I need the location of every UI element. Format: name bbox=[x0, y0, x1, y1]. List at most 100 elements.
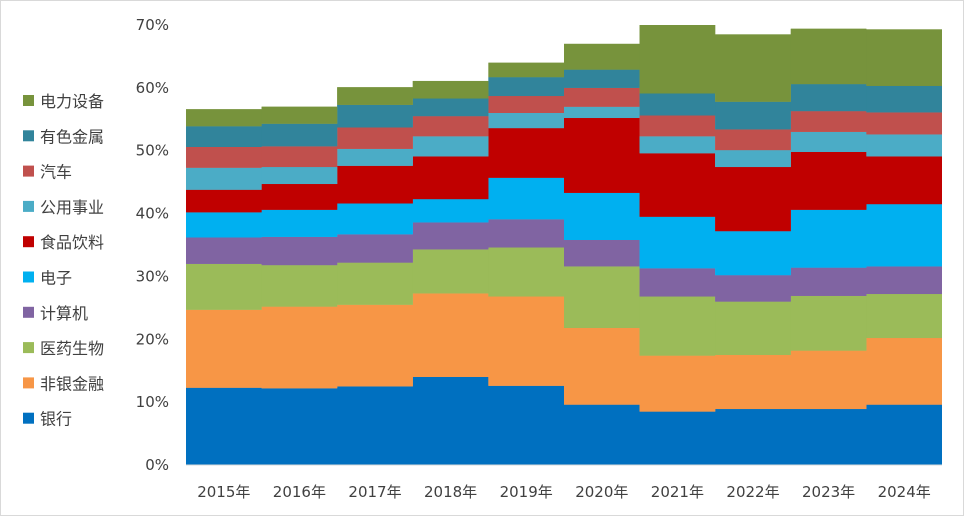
data-segment bbox=[186, 309, 262, 388]
data-segment bbox=[715, 167, 791, 232]
data-segment bbox=[412, 116, 489, 137]
x-tick-label: 2021年 bbox=[651, 483, 704, 501]
y-tick-label: 0% bbox=[145, 456, 169, 474]
data-segment bbox=[715, 275, 791, 302]
data-segment bbox=[412, 377, 489, 465]
data-segment bbox=[639, 115, 716, 137]
data-segment bbox=[337, 386, 413, 465]
data-segment bbox=[639, 268, 716, 297]
x-tick-label: 2016年 bbox=[273, 483, 326, 501]
data-segment bbox=[564, 106, 640, 119]
data-segment bbox=[488, 247, 564, 297]
data-segment bbox=[186, 126, 262, 147]
legend-item: 电子 bbox=[23, 269, 72, 288]
data-segment bbox=[564, 69, 640, 88]
y-tick-label: 40% bbox=[136, 205, 169, 223]
data-segment bbox=[186, 146, 262, 168]
data-segment bbox=[564, 266, 640, 328]
x-tick-label: 2019年 bbox=[500, 483, 553, 501]
data-segment bbox=[866, 29, 942, 86]
data-segment bbox=[488, 96, 564, 113]
data-segment bbox=[790, 111, 867, 132]
data-segment bbox=[337, 234, 413, 263]
data-segment bbox=[186, 387, 262, 465]
data-segment bbox=[866, 156, 942, 205]
data-segment bbox=[639, 355, 716, 412]
data-segment bbox=[639, 296, 716, 356]
legend-label: 计算机 bbox=[40, 304, 88, 323]
data-segment bbox=[412, 98, 489, 117]
legend-label: 医药生物 bbox=[40, 339, 104, 358]
data-segment bbox=[715, 101, 791, 130]
data-segment bbox=[790, 209, 867, 268]
data-segment bbox=[337, 203, 413, 235]
legend-swatch bbox=[23, 412, 34, 424]
data-segment bbox=[488, 128, 564, 178]
data-segment bbox=[866, 338, 942, 405]
legend-label: 电子 bbox=[40, 269, 72, 288]
data-segment bbox=[186, 212, 262, 238]
data-segment bbox=[639, 216, 716, 269]
data-segment bbox=[488, 385, 564, 465]
data-segment bbox=[715, 355, 791, 410]
x-tick-label: 2020年 bbox=[575, 483, 628, 501]
data-segment bbox=[639, 93, 716, 116]
data-segment bbox=[337, 262, 413, 305]
data-segment bbox=[639, 136, 716, 154]
data-segment bbox=[564, 118, 640, 193]
legend-item: 非银金融 bbox=[23, 374, 104, 393]
legend-item: 电力设备 bbox=[23, 92, 104, 111]
data-segment bbox=[412, 80, 489, 99]
legend-label: 银行 bbox=[40, 410, 72, 429]
data-segment bbox=[866, 134, 942, 157]
legend-item: 计算机 bbox=[23, 304, 88, 323]
data-segment bbox=[186, 109, 262, 127]
data-segment bbox=[639, 25, 716, 94]
legend-swatch bbox=[23, 342, 34, 354]
data-segment bbox=[261, 388, 338, 465]
series-2 bbox=[186, 293, 942, 412]
y-tick-label: 60% bbox=[136, 79, 169, 97]
data-segment bbox=[412, 293, 489, 377]
data-segment bbox=[412, 222, 489, 250]
series-8 bbox=[186, 87, 942, 168]
data-segment bbox=[337, 104, 413, 128]
data-segment bbox=[261, 123, 338, 147]
data-segment bbox=[790, 131, 867, 152]
series-10 bbox=[186, 25, 942, 127]
data-segment bbox=[790, 350, 867, 410]
series-5 bbox=[186, 177, 942, 276]
data-segment bbox=[261, 236, 338, 266]
data-segment bbox=[715, 301, 791, 355]
data-segment bbox=[866, 85, 942, 113]
legend-item: 有色金属 bbox=[23, 127, 104, 146]
legend-label: 电力设备 bbox=[40, 92, 104, 111]
plot-area bbox=[186, 25, 942, 465]
data-segment bbox=[790, 295, 867, 351]
series-9 bbox=[186, 69, 942, 147]
data-segment bbox=[715, 409, 791, 465]
x-tick-label: 2024年 bbox=[878, 483, 931, 501]
data-segment bbox=[639, 411, 716, 465]
legend-swatch bbox=[23, 165, 34, 177]
data-segment bbox=[488, 113, 564, 129]
data-segment bbox=[715, 129, 791, 151]
data-segment bbox=[488, 296, 564, 386]
y-tick-label: 50% bbox=[136, 142, 169, 160]
data-segment bbox=[186, 237, 262, 264]
legend-label: 食品饮料 bbox=[40, 233, 104, 252]
data-segment bbox=[790, 28, 867, 85]
data-segment bbox=[866, 266, 942, 295]
data-segment bbox=[337, 304, 413, 387]
data-segment bbox=[261, 306, 338, 389]
data-segment bbox=[186, 263, 262, 310]
data-segment bbox=[866, 112, 942, 135]
data-segment bbox=[564, 239, 640, 267]
data-segment bbox=[790, 84, 867, 112]
series-3 bbox=[186, 247, 942, 356]
series-4 bbox=[186, 219, 942, 302]
data-segment bbox=[790, 151, 867, 210]
